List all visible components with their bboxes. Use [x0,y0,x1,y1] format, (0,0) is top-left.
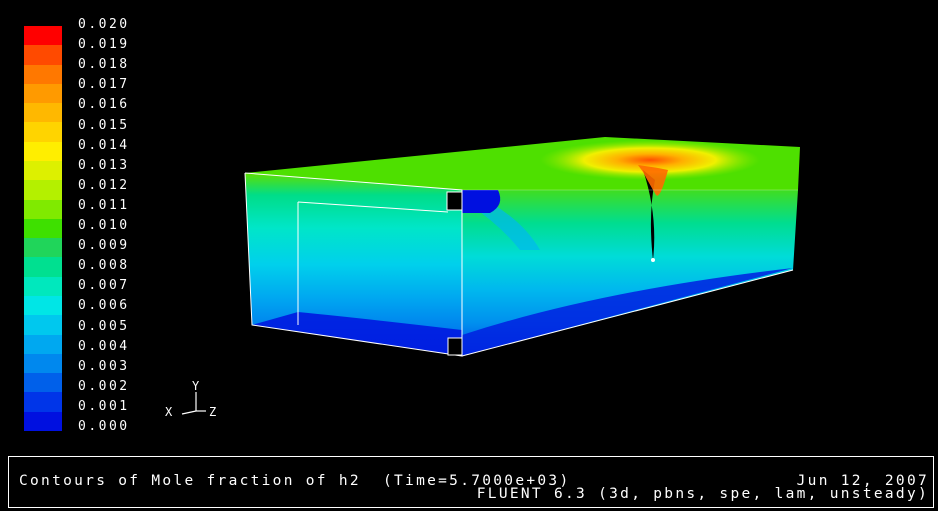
colormap-swatch [24,315,62,336]
plot-caption-box: Contours of Mole fraction of h2 (Time=5.… [8,456,934,508]
colormap-tick-label: 0.016 [78,97,130,113]
inlet-dark-region [462,190,501,213]
colormap-swatch [24,122,62,143]
colormap-tick-label: 0.019 [78,37,130,53]
colormap-tick-label: 0.004 [78,338,130,354]
colormap-swatch [24,218,62,239]
colormap-tick-label: 0.012 [78,177,130,193]
axis-x-label: X [165,405,173,419]
colormap-swatch [24,411,62,432]
inlet-opening [446,191,463,211]
colormap-swatch [24,103,62,123]
colormap-tick-label: 0.003 [78,358,130,374]
colormap-swatch [24,83,62,104]
colormap-tick-label: 0.006 [78,298,130,314]
colormap-tick-label: 0.007 [78,278,130,294]
colormap-tick-label: 0.002 [78,378,130,394]
colormap-tick-label: 0.017 [78,77,130,93]
colormap-tick-label: 0.015 [78,117,130,133]
colormap-tick-label: 0.013 [78,157,130,173]
colormap-swatch [24,26,62,46]
axis-y-label: Y [192,379,200,393]
colormap-swatch [24,353,62,374]
colormap-tick-label: 0.018 [78,57,130,73]
hydrogen-jet [643,170,655,260]
colormap-swatch [24,373,62,393]
colormap-swatch [24,141,62,162]
axis-z-label: Z [209,405,216,419]
colormap-swatch [24,199,62,220]
caption-date: Jun 12, 2007 [796,473,929,489]
caption-title: Contours of Mole fraction of h2 (Time=5.… [19,473,571,489]
outlet-opening [447,337,463,356]
colormap-tick-label: 0.020 [78,17,130,32]
colormap-swatch [24,392,62,413]
colormap-swatch [24,180,62,201]
colormap-tick-label: 0.005 [78,318,130,334]
top-face-hotspot [540,140,760,180]
colormap-swatch [24,296,62,316]
coordinate-axes-triad: Y X Z [165,379,216,419]
colormap-swatch [24,64,62,85]
colormap-tick-label: 0.000 [78,419,130,434]
colormap-tick-label: 0.008 [78,258,130,274]
colormap-swatch [24,257,62,278]
hydrogen-jet-rim [638,165,668,196]
colormap-swatch [24,161,62,181]
caption-solver-info: FLUENT 6.3 (3d, pbns, spe, lam, unsteady… [476,486,929,502]
colormap-tick-labels: 0.020 0.019 0.018 0.017 0.016 0.015 0.014 0.013… [78,18,148,438]
colormap-tick-label: 0.001 [78,398,130,414]
box-left-face [245,173,462,356]
contour-plot-3d-box [244,137,800,357]
colormap-swatch [24,334,62,355]
colormap-tick-label: 0.011 [78,197,130,213]
colormap-tick-label: 0.010 [78,218,130,233]
colormap-tick-label: 0.014 [78,137,130,153]
colormap-swatch [24,238,62,258]
colormap-swatch [24,276,62,297]
colormap-bar [24,26,62,432]
left-face-bottom-band [252,312,462,356]
colormap-tick-label: 0.009 [78,238,130,254]
colormap-swatch [24,45,62,66]
